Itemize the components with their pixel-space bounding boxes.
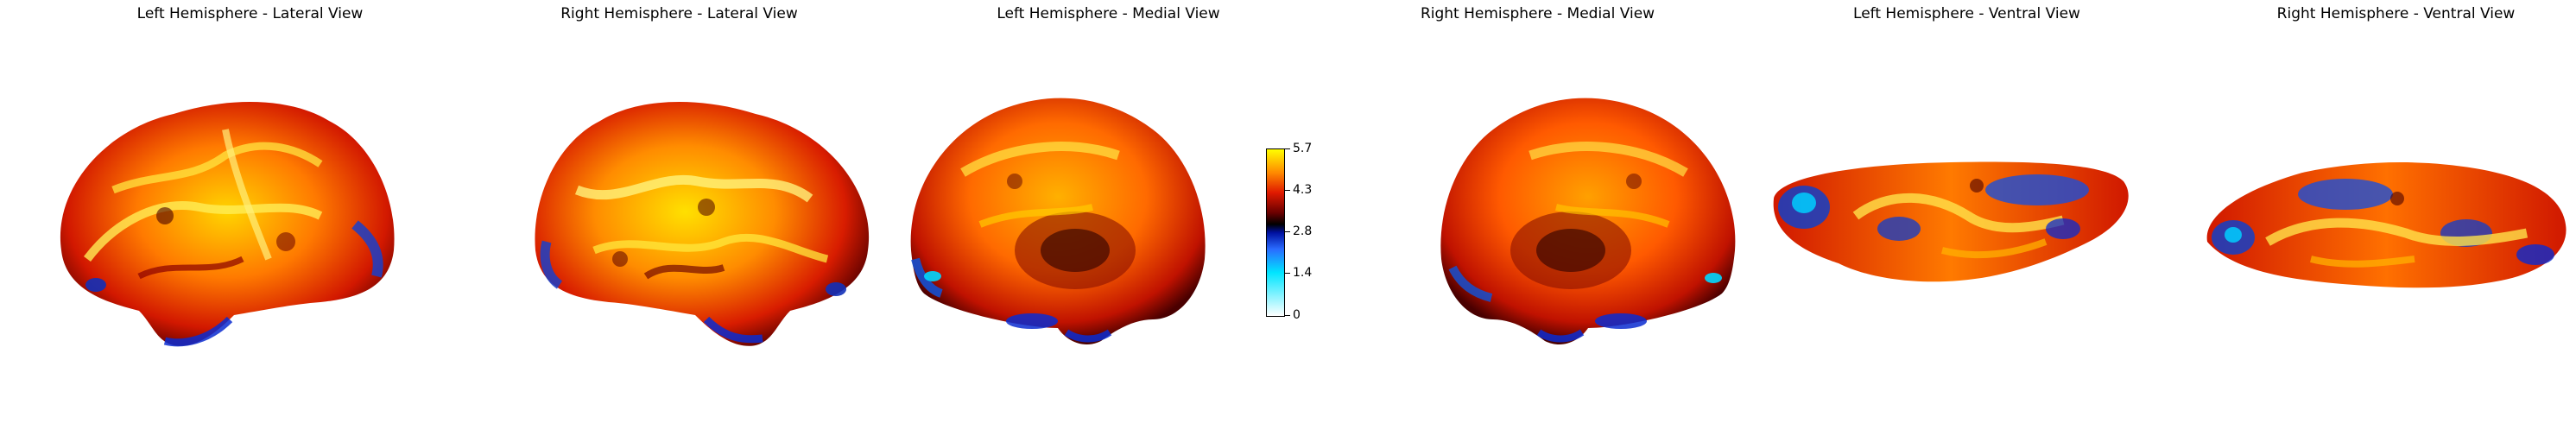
brain-surface-left-medial [910,98,1206,345]
panel-left-ventral: Left Hemisphere - Ventral View [1752,0,2181,442]
panel-left-medial: Left Hemisphere - Medial View [894,0,1323,442]
colorbar-tick-label: 1.4 [1293,266,1313,280]
panel-title: Right Hemisphere - Ventral View [2276,5,2516,22]
colorbar-tick-label: 5.7 [1293,142,1313,155]
colorbar-tick [1285,231,1290,232]
brain-surface-left-lateral [60,102,395,347]
brain-surface-right-lateral [535,102,870,346]
brain-surface-right-ventral [2206,162,2567,288]
panel-title: Left Hemisphere - Medial View [997,5,1220,22]
colorbar-tick-label: 2.8 [1293,224,1313,238]
colorbar-tick-label: 0 [1293,308,1301,322]
panel-title: Right Hemisphere - Medial View [1420,5,1655,22]
panel-title: Right Hemisphere - Lateral View [560,5,798,22]
colorbar: 5.7 4.3 2.8 1.4 0 [1266,142,1312,321]
brain-surface-left-ventral [1773,161,2129,282]
brain-surface-right-medial [1440,98,1736,345]
panel-right-ventral: Right Hemisphere - Ventral View [2181,0,2576,442]
colorbar-tick [1285,315,1290,316]
panel-title: Left Hemisphere - Lateral View [136,5,364,22]
panel-right-medial: Right Hemisphere - Medial View [1323,0,1752,442]
colorbar-tick-label: 4.3 [1293,183,1313,197]
panel-left-lateral: Left Hemisphere - Lateral View [35,0,465,442]
colorbar-gradient [1266,148,1285,317]
colorbar-tick [1285,148,1290,149]
panel-right-lateral: Right Hemisphere - Lateral View [465,0,894,442]
colorbar-tick [1285,190,1290,191]
colorbar-tick [1285,273,1290,274]
panel-title: Left Hemisphere - Ventral View [1853,5,2080,22]
